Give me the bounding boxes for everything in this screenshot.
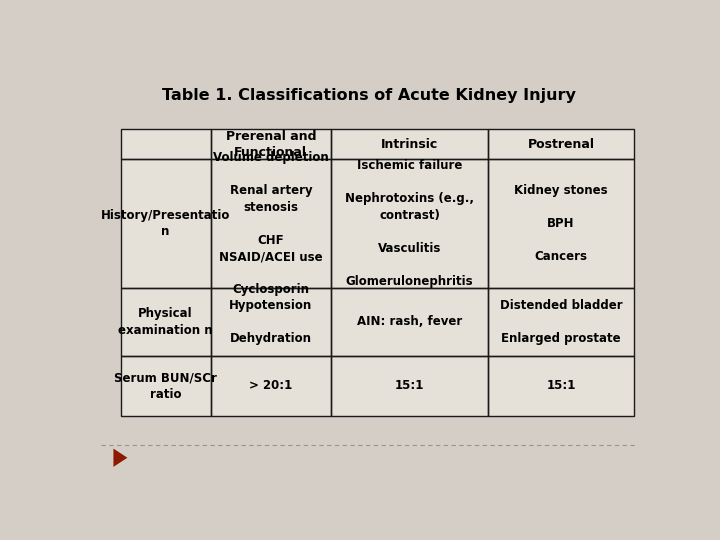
Text: 15:1: 15:1 [395, 380, 424, 393]
Bar [210, 288, 331, 356]
Text: Serum BUN/SCr
ratio: Serum BUN/SCr ratio [114, 371, 217, 401]
Bar [487, 356, 634, 416]
Bar [210, 356, 331, 416]
Bar [331, 129, 487, 159]
Bar [210, 356, 331, 416]
Text: 15:1: 15:1 [546, 380, 575, 393]
Bar [331, 288, 487, 356]
Text: Table 1. Classifications of Acute Kidney Injury: Table 1. Classifications of Acute Kidney… [162, 89, 576, 104]
Bar [487, 129, 634, 159]
Text: > 20:1: > 20:1 [249, 380, 292, 393]
Text: History/Presentatio
n: History/Presentatio n [101, 209, 230, 238]
Bar [487, 159, 634, 288]
Bar [210, 129, 331, 159]
Bar [487, 288, 634, 356]
Bar [487, 288, 634, 356]
Bar [210, 159, 331, 288]
Bar [121, 159, 210, 288]
Text: Postrenal: Postrenal [527, 138, 595, 151]
Text: Distended bladder

Enlarged prostate: Distended bladder Enlarged prostate [500, 299, 622, 345]
Bar [210, 159, 331, 288]
Bar [487, 129, 634, 159]
Bar [121, 129, 210, 159]
Bar [331, 356, 487, 416]
Bar [121, 159, 210, 288]
Text: Volume depletion

Renal artery
stenosis

CHF
NSAID/ACEI use

Cyclosporin: Volume depletion Renal artery stenosis C… [213, 151, 329, 296]
Bar [121, 129, 210, 159]
Bar [331, 129, 487, 159]
Bar [331, 288, 487, 356]
Bar [331, 159, 487, 288]
Bar [121, 288, 210, 356]
Bar [487, 356, 634, 416]
Text: Intrinsic: Intrinsic [381, 138, 438, 151]
Text: Physical
examination n: Physical examination n [118, 307, 213, 336]
Bar [210, 288, 331, 356]
Bar [121, 288, 210, 356]
Bar [121, 356, 210, 416]
Text: Prerenal and
Functional: Prerenal and Functional [225, 130, 316, 159]
Text: Ischemic failure

Nephrotoxins (e.g.,
contrast)

Vasculitis

Glomerulonephritis: Ischemic failure Nephrotoxins (e.g., con… [345, 159, 474, 288]
Text: AIN: rash, fever: AIN: rash, fever [357, 315, 462, 328]
Bar [121, 356, 210, 416]
Text: Kidney stones

BPH

Cancers: Kidney stones BPH Cancers [514, 184, 608, 263]
Text: Hypotension

Dehydration: Hypotension Dehydration [229, 299, 312, 345]
Bar [487, 159, 634, 288]
Bar [331, 356, 487, 416]
Polygon shape [114, 449, 127, 467]
Bar [210, 129, 331, 159]
Bar [331, 159, 487, 288]
